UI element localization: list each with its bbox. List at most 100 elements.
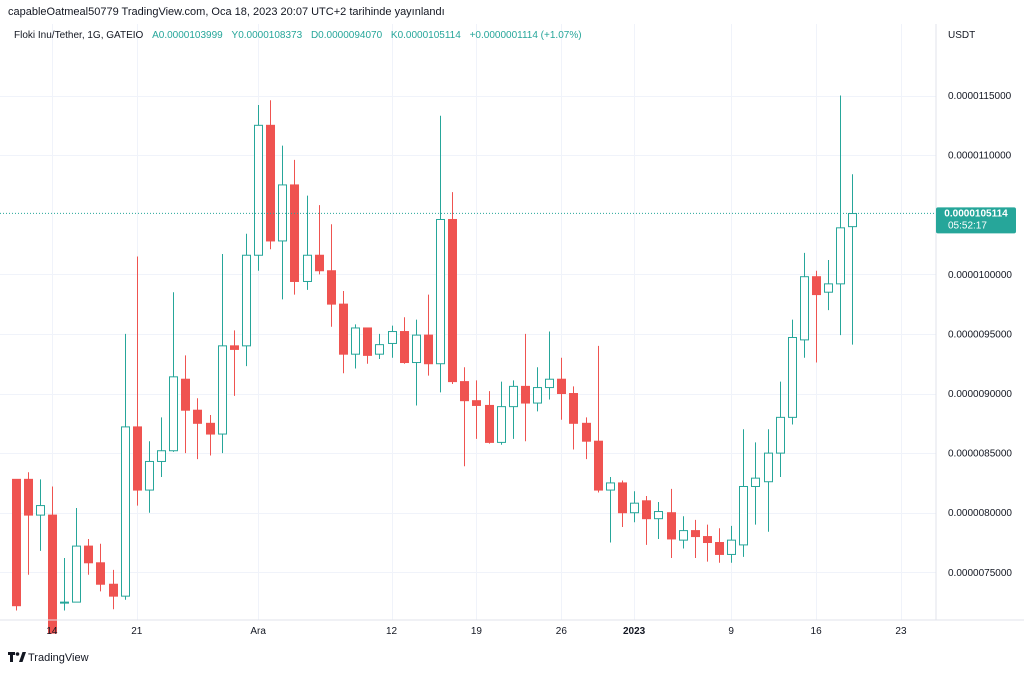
grid-lines [0, 24, 936, 620]
last-price-badge [936, 207, 1016, 234]
candle [582, 417, 591, 460]
candle-body [545, 378, 554, 389]
candle-body [266, 124, 275, 242]
candle-body [618, 482, 627, 514]
candle [96, 543, 105, 592]
candle-body [594, 440, 603, 491]
candle-body [109, 583, 118, 597]
candle [448, 192, 457, 384]
candle [533, 367, 542, 412]
candle-body [788, 336, 797, 418]
candle [72, 507, 81, 603]
candle-body [642, 500, 651, 520]
candle-body [363, 327, 372, 356]
candle-body [812, 276, 821, 296]
candlestick-chart[interactable]: 0.0000075000 0.0000080000 0.0000085000 0.00… [0, 24, 1024, 646]
candle [460, 367, 469, 467]
candle [800, 252, 809, 358]
candle [363, 327, 372, 364]
candle [812, 270, 821, 363]
candle-body [60, 601, 69, 604]
candle [557, 357, 566, 420]
candle-body [121, 426, 130, 597]
candle [400, 317, 409, 364]
candle-body [764, 452, 773, 483]
price-axis[interactable]: 0.0000075000 0.0000080000 0.0000085000 0.00… [948, 91, 1012, 579]
candles [12, 95, 857, 634]
candle-body [533, 387, 542, 404]
symbol-title[interactable]: Floki Inu/Tether, 1G, GATEIO [14, 30, 144, 41]
time-tick-label: 9 [728, 626, 734, 637]
candle [715, 528, 724, 563]
candle [388, 325, 397, 358]
candle-body [472, 400, 481, 406]
tradingview-logo-icon [8, 652, 26, 662]
candle [36, 479, 45, 551]
candle [230, 330, 239, 396]
candle [824, 260, 833, 311]
candle-body [739, 485, 748, 546]
candle [594, 345, 603, 493]
candle [654, 501, 663, 539]
last-price-label: 0.0000105114 05:52:17 [936, 207, 1016, 234]
candle-body [667, 512, 676, 540]
time-axis[interactable]: 14 21 Ara 12 19 26 2023 9 16 23 [46, 626, 907, 637]
publish-note: capableOatmeal50779 TradingView.com, Oca… [8, 6, 445, 18]
price-tick-label: 0.0000075000 [948, 568, 1012, 579]
candle [497, 381, 506, 445]
high-number: 0.0000108373 [238, 30, 303, 41]
time-tick-label: 14 [46, 626, 58, 637]
candle [266, 100, 275, 250]
chart-frame[interactable]: 0.0000075000 0.0000080000 0.0000085000 0.00… [0, 24, 1024, 646]
candle-body [72, 545, 81, 603]
price-tick-label: 0.0000095000 [948, 329, 1012, 340]
candle-body [485, 404, 494, 443]
candle [485, 391, 494, 444]
candle-body [654, 511, 663, 520]
currency-label[interactable]: USDT [948, 30, 976, 41]
candle-body [206, 422, 215, 435]
open-number: 0.0000103999 [158, 30, 223, 41]
candle-body [448, 218, 457, 383]
candle-body [848, 213, 857, 228]
candle-body [715, 542, 724, 555]
candle-body [375, 344, 384, 355]
candle-body [254, 124, 263, 256]
candle-body [630, 502, 639, 514]
close-label: K [390, 30, 398, 41]
price-tick-label: 0.0000110000 [948, 151, 1012, 162]
candle-body [436, 218, 445, 365]
candle [618, 480, 627, 528]
candle-body [24, 478, 33, 516]
close-number: 0.0000105114 [397, 30, 461, 41]
candle [12, 478, 21, 611]
candle [169, 292, 178, 452]
candle-body [133, 426, 142, 491]
candle [48, 486, 57, 634]
candle-body [557, 378, 566, 395]
candle-body [424, 334, 433, 365]
candle [84, 538, 93, 575]
candle [764, 429, 773, 532]
candle-body [509, 385, 518, 408]
candle [509, 380, 518, 439]
candle [691, 519, 700, 559]
time-tick-label: 26 [556, 626, 568, 637]
candle [739, 429, 748, 557]
candle [630, 491, 639, 523]
price-tick-label: 0.0000100000 [948, 270, 1012, 281]
candle-body [351, 327, 360, 355]
candle [424, 294, 433, 376]
low-value: D0.0000094070 [311, 30, 382, 41]
candle-body [606, 482, 615, 491]
candle [339, 291, 348, 374]
candle-body [679, 530, 688, 541]
candle [606, 476, 615, 543]
high-value: Y0.0000108373 [232, 30, 303, 41]
candle-body [12, 478, 21, 607]
candle [242, 233, 251, 367]
candle-body [315, 254, 324, 272]
ohlc-legend: Floki Inu/Tether, 1G, GATEIO A0.00001039… [14, 30, 582, 41]
candle-body [48, 514, 57, 634]
change-value: +0.0000001114 (+1.07%) [469, 30, 582, 41]
